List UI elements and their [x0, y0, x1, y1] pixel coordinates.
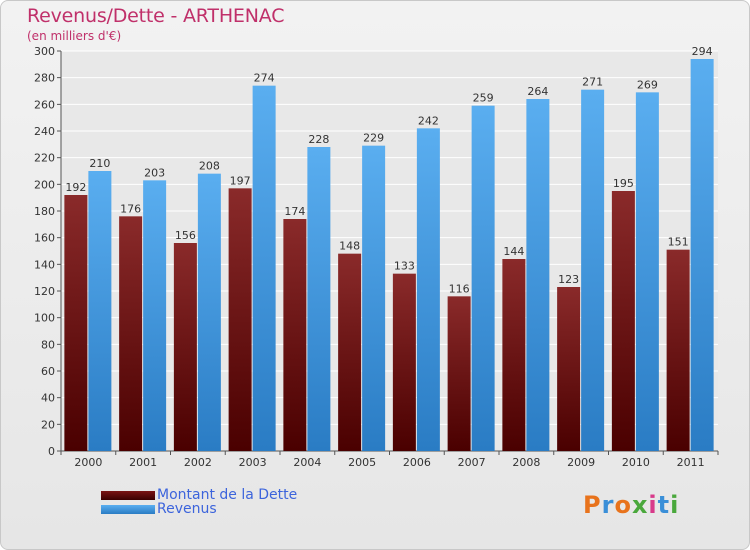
- y-tick-label: 40: [41, 392, 55, 405]
- proxiti-logo: Proxiti: [583, 491, 679, 519]
- bar-revenus: [416, 128, 440, 451]
- bar-dette: [447, 296, 471, 451]
- legend-swatch-revenus: [101, 504, 155, 514]
- x-tick-label: 2011: [677, 456, 705, 469]
- y-tick-label: 100: [34, 312, 55, 325]
- chart-title: Revenus/Dette - ARTHENAC: [27, 5, 285, 27]
- bar-dette: [64, 195, 88, 451]
- data-label-revenus: 271: [582, 76, 603, 89]
- logo-letter: t: [657, 491, 671, 519]
- y-tick-label: 220: [34, 152, 55, 165]
- data-label-revenus: 229: [363, 132, 384, 145]
- y-tick-label: 300: [34, 45, 55, 58]
- x-tick-label: 2006: [403, 456, 431, 469]
- x-tick-label: 2002: [184, 456, 212, 469]
- y-tick-label: 20: [41, 418, 55, 431]
- legend-label-revenus: Revenus: [157, 501, 217, 517]
- data-label-dette: 197: [230, 174, 251, 187]
- bar-dette: [119, 216, 143, 451]
- data-label-revenus: 269: [637, 78, 658, 91]
- x-tick-label: 2008: [512, 456, 540, 469]
- y-tick-label: 60: [41, 365, 55, 378]
- logo-letter: x: [631, 491, 649, 519]
- logo-letter: i: [670, 491, 680, 519]
- legend-item-dette: Montant de la Dette: [101, 487, 297, 503]
- y-tick-label: 140: [34, 258, 55, 271]
- data-label-dette: 116: [449, 282, 470, 295]
- data-label-revenus: 274: [254, 72, 275, 85]
- y-tick-label: 180: [34, 205, 55, 218]
- data-label-dette: 176: [120, 202, 141, 215]
- data-label-revenus: 264: [527, 85, 548, 98]
- bar-dette: [338, 253, 362, 451]
- data-label-dette: 195: [613, 177, 634, 190]
- data-label-dette: 144: [503, 245, 524, 258]
- y-tick-label: 160: [34, 232, 55, 245]
- bar-dette: [557, 287, 581, 451]
- logo-letter: o: [614, 491, 632, 519]
- y-tick-label: 0: [48, 445, 55, 458]
- logo-letter: r: [601, 491, 615, 519]
- data-label-revenus: 259: [473, 92, 494, 105]
- y-tick-label: 280: [34, 72, 55, 85]
- data-label-revenus: 203: [144, 166, 165, 179]
- bar-dette: [502, 259, 526, 451]
- x-tick-label: 2009: [567, 456, 595, 469]
- data-label-revenus: 294: [692, 45, 713, 58]
- data-label-dette: 156: [175, 229, 196, 242]
- bar-revenus: [362, 145, 386, 451]
- y-tick-label: 80: [41, 338, 55, 351]
- bar-revenus: [635, 92, 659, 451]
- x-tick-label: 2001: [129, 456, 157, 469]
- bar-revenus: [88, 171, 112, 451]
- chart-subtitle: (en milliers d'€): [27, 29, 122, 43]
- data-label-revenus: 210: [89, 157, 110, 170]
- bar-revenus: [252, 85, 276, 452]
- bar-dette: [283, 219, 307, 451]
- bar-dette: [611, 191, 635, 451]
- bar-revenus: [197, 173, 221, 451]
- logo-letter: P: [583, 491, 602, 519]
- data-label-revenus: 242: [418, 114, 439, 127]
- data-label-dette: 148: [339, 240, 360, 253]
- data-label-revenus: 208: [199, 160, 220, 173]
- legend-swatch-dette: [101, 490, 155, 500]
- y-tick-label: 240: [34, 125, 55, 138]
- data-label-dette: 133: [394, 260, 415, 273]
- bar-revenus: [143, 180, 167, 452]
- bar-revenus: [307, 147, 331, 451]
- data-label-dette: 174: [284, 205, 305, 218]
- data-label-dette: 192: [65, 181, 86, 194]
- bar-revenus: [690, 59, 714, 451]
- bar-dette: [666, 249, 690, 451]
- x-tick-label: 2000: [74, 456, 102, 469]
- bar-revenus: [581, 89, 605, 452]
- data-label-revenus: 228: [308, 133, 329, 146]
- bar-revenus: [471, 105, 495, 452]
- plot-area: [61, 51, 718, 451]
- x-tick-label: 2007: [458, 456, 486, 469]
- data-label-dette: 123: [558, 273, 579, 286]
- bar-dette: [228, 188, 252, 452]
- x-tick-label: 2003: [239, 456, 267, 469]
- bar-dette: [392, 273, 416, 451]
- y-tick-label: 120: [34, 285, 55, 298]
- x-tick-label: 2010: [622, 456, 650, 469]
- data-label-dette: 151: [668, 236, 689, 249]
- x-tick-label: 2004: [293, 456, 321, 469]
- legend-label-dette: Montant de la Dette: [157, 487, 298, 503]
- legend-item-revenus: Revenus: [101, 501, 217, 517]
- x-tick-label: 2005: [348, 456, 376, 469]
- y-tick-label: 260: [34, 98, 55, 111]
- logo-letter: i: [648, 491, 658, 519]
- bar-dette: [173, 243, 197, 451]
- y-tick-label: 200: [34, 178, 55, 191]
- bar-revenus: [526, 99, 550, 451]
